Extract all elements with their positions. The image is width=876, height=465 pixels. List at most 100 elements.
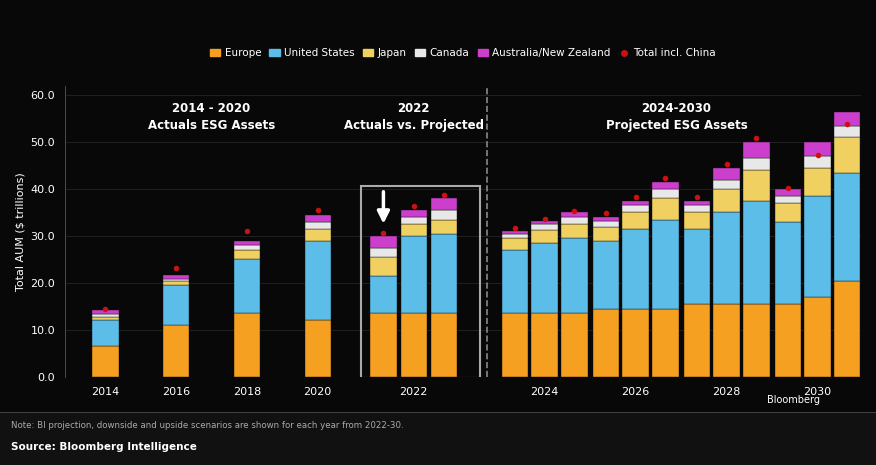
Bar — [743, 201, 769, 304]
Bar — [305, 222, 331, 229]
Bar — [743, 304, 769, 377]
Bar — [532, 243, 558, 313]
Bar — [502, 233, 528, 238]
Bar — [502, 250, 528, 313]
Bar — [431, 199, 457, 210]
Bar — [400, 224, 427, 236]
Bar — [804, 168, 830, 196]
Bar — [774, 189, 801, 196]
Bar — [532, 230, 558, 243]
Bar — [305, 320, 331, 377]
Bar — [834, 137, 860, 173]
Bar — [774, 196, 801, 203]
Bar — [562, 217, 588, 224]
Bar — [683, 229, 710, 304]
Bar — [92, 320, 118, 346]
Bar — [804, 297, 830, 377]
Bar — [653, 182, 679, 189]
Bar — [92, 317, 118, 320]
Bar — [683, 304, 710, 377]
Bar — [371, 248, 397, 257]
Bar — [593, 217, 619, 221]
Bar — [743, 142, 769, 159]
Bar — [593, 309, 619, 377]
Bar — [400, 217, 427, 224]
Bar — [532, 221, 558, 224]
Bar — [305, 240, 331, 320]
Bar — [774, 304, 801, 377]
Bar — [400, 313, 427, 377]
Bar — [92, 346, 118, 377]
Bar — [743, 159, 769, 170]
Bar — [713, 179, 739, 189]
Bar — [834, 112, 860, 126]
Bar — [431, 313, 457, 377]
Bar — [92, 310, 118, 314]
Bar — [371, 276, 397, 313]
Bar — [623, 213, 649, 229]
Bar — [653, 189, 679, 199]
Bar — [653, 219, 679, 309]
Bar — [234, 246, 260, 250]
Bar — [502, 313, 528, 377]
Bar — [431, 210, 457, 219]
Bar — [234, 313, 260, 377]
Bar — [562, 313, 588, 377]
Bar — [502, 231, 528, 233]
Bar — [163, 279, 189, 281]
Bar — [713, 189, 739, 213]
Bar — [163, 281, 189, 285]
Bar — [562, 238, 588, 313]
Bar — [683, 213, 710, 229]
Bar — [502, 238, 528, 250]
Bar — [234, 240, 260, 246]
Bar — [834, 173, 860, 280]
Text: 2022
Actuals vs. Projected: 2022 Actuals vs. Projected — [343, 102, 484, 132]
Bar — [623, 201, 649, 206]
Bar — [804, 142, 830, 156]
Bar — [683, 201, 710, 206]
Bar — [834, 280, 860, 377]
Bar — [593, 221, 619, 226]
Bar — [804, 196, 830, 297]
Bar — [593, 226, 619, 240]
Bar — [623, 206, 649, 213]
Bar — [400, 210, 427, 217]
Bar — [163, 285, 189, 325]
Bar — [713, 304, 739, 377]
Bar — [623, 229, 649, 309]
Bar — [305, 229, 331, 240]
Bar — [562, 213, 588, 217]
Bar — [371, 257, 397, 276]
Bar — [234, 250, 260, 259]
Legend: Europe, United States, Japan, Canada, Australia/New Zealand, Total incl. China: Europe, United States, Japan, Canada, Au… — [206, 44, 720, 63]
Bar — [361, 186, 480, 378]
Bar — [562, 224, 588, 238]
Text: 2014 - 2020
Actuals ESG Assets: 2014 - 2020 Actuals ESG Assets — [148, 102, 275, 132]
Bar — [774, 203, 801, 222]
Bar — [834, 126, 860, 137]
Bar — [400, 236, 427, 313]
Bar — [683, 206, 710, 213]
Bar — [305, 215, 331, 222]
Text: 2024-2030
Projected ESG Assets: 2024-2030 Projected ESG Assets — [605, 102, 747, 132]
Bar — [431, 233, 457, 313]
Bar — [532, 313, 558, 377]
Bar — [234, 259, 260, 313]
Bar — [371, 236, 397, 248]
Bar — [713, 168, 739, 179]
Bar — [163, 325, 189, 377]
Bar — [653, 199, 679, 219]
Text: Bloomberg: Bloomberg — [766, 394, 820, 405]
Bar — [774, 222, 801, 304]
Bar — [593, 240, 619, 309]
Y-axis label: Total AUM ($ trillions): Total AUM ($ trillions) — [15, 172, 25, 291]
Bar — [804, 156, 830, 168]
Bar — [163, 275, 189, 279]
Bar — [371, 313, 397, 377]
Bar — [623, 309, 649, 377]
Text: Source: Bloomberg Intelligence: Source: Bloomberg Intelligence — [11, 442, 196, 452]
Bar — [431, 219, 457, 233]
Bar — [743, 170, 769, 201]
Bar — [92, 314, 118, 317]
